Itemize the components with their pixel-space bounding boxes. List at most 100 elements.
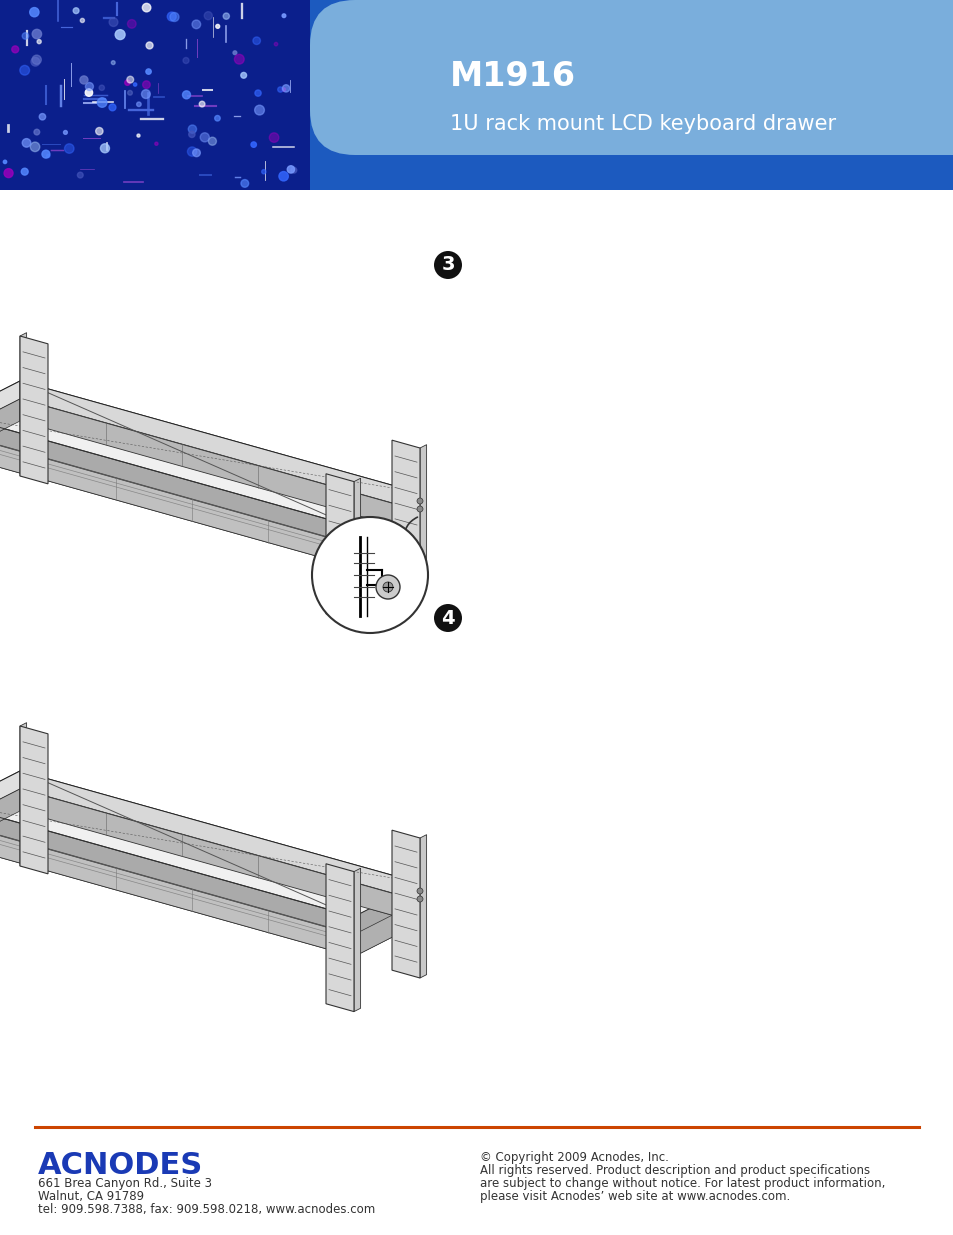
Circle shape — [287, 165, 294, 173]
Polygon shape — [0, 399, 20, 454]
Polygon shape — [354, 868, 360, 1011]
Circle shape — [11, 46, 19, 53]
Polygon shape — [20, 382, 419, 511]
Circle shape — [32, 56, 41, 64]
Circle shape — [416, 506, 422, 513]
Circle shape — [277, 86, 283, 93]
Circle shape — [64, 131, 68, 135]
Circle shape — [112, 61, 115, 64]
Circle shape — [30, 7, 39, 17]
Polygon shape — [0, 771, 20, 823]
Polygon shape — [20, 332, 27, 475]
Polygon shape — [20, 726, 48, 874]
Polygon shape — [0, 789, 20, 845]
Text: All rights reserved. Product description and product specifications: All rights reserved. Product description… — [479, 1165, 869, 1177]
Circle shape — [128, 90, 132, 95]
Text: tel: 909.598.7388, fax: 909.598.0218, www.acnodes.com: tel: 909.598.7388, fax: 909.598.0218, ww… — [38, 1203, 375, 1216]
Circle shape — [21, 168, 29, 175]
Circle shape — [253, 37, 260, 44]
Circle shape — [208, 137, 216, 146]
Text: Walnut, CA 91789: Walnut, CA 91789 — [38, 1191, 144, 1203]
Circle shape — [125, 80, 130, 85]
Polygon shape — [20, 722, 27, 866]
Polygon shape — [392, 440, 419, 588]
Circle shape — [3, 161, 7, 163]
Circle shape — [73, 7, 79, 14]
Circle shape — [199, 101, 205, 107]
Bar — [0, 0, 310, 190]
Circle shape — [128, 20, 136, 28]
Polygon shape — [0, 771, 419, 916]
Circle shape — [37, 40, 41, 43]
Circle shape — [22, 138, 30, 147]
Circle shape — [22, 32, 29, 40]
Circle shape — [416, 888, 422, 894]
Circle shape — [183, 58, 189, 63]
Circle shape — [434, 251, 461, 279]
Polygon shape — [0, 421, 419, 567]
Circle shape — [282, 85, 290, 93]
Polygon shape — [20, 399, 419, 534]
Circle shape — [141, 90, 151, 99]
Text: 661 Brea Canyon Rd., Suite 3: 661 Brea Canyon Rd., Suite 3 — [38, 1177, 212, 1191]
Circle shape — [254, 90, 261, 96]
Circle shape — [143, 80, 150, 89]
Circle shape — [142, 4, 151, 12]
Circle shape — [233, 51, 236, 54]
Circle shape — [187, 147, 196, 157]
Circle shape — [115, 30, 125, 40]
Circle shape — [214, 116, 220, 121]
Text: 1U rack mount LCD keyboard drawer: 1U rack mount LCD keyboard drawer — [450, 114, 835, 133]
Circle shape — [188, 125, 196, 133]
Circle shape — [80, 19, 85, 22]
Circle shape — [254, 105, 264, 115]
Circle shape — [80, 75, 88, 84]
Polygon shape — [419, 835, 426, 978]
Polygon shape — [354, 902, 419, 957]
Polygon shape — [326, 863, 354, 1011]
Circle shape — [97, 98, 107, 107]
Circle shape — [133, 83, 136, 86]
Polygon shape — [0, 811, 419, 957]
Circle shape — [4, 169, 13, 178]
Circle shape — [20, 65, 30, 75]
Circle shape — [146, 42, 152, 49]
Polygon shape — [0, 382, 419, 526]
Polygon shape — [20, 771, 419, 902]
Circle shape — [215, 25, 219, 28]
Circle shape — [136, 103, 141, 106]
Polygon shape — [20, 336, 48, 484]
Text: 3: 3 — [441, 256, 455, 274]
Circle shape — [109, 17, 118, 26]
Circle shape — [34, 130, 40, 135]
Circle shape — [282, 14, 286, 17]
Circle shape — [182, 91, 191, 99]
Circle shape — [99, 85, 104, 90]
Circle shape — [278, 172, 288, 182]
Circle shape — [42, 151, 50, 158]
Polygon shape — [0, 382, 20, 432]
Polygon shape — [0, 823, 354, 957]
Polygon shape — [419, 445, 426, 588]
Circle shape — [416, 498, 422, 504]
Polygon shape — [392, 830, 419, 978]
Circle shape — [32, 30, 42, 38]
Circle shape — [251, 142, 256, 147]
FancyBboxPatch shape — [310, 0, 953, 156]
Circle shape — [86, 83, 93, 90]
Polygon shape — [354, 478, 360, 621]
Circle shape — [312, 517, 428, 634]
Circle shape — [240, 73, 246, 78]
Circle shape — [85, 89, 92, 96]
Circle shape — [109, 104, 116, 111]
Text: © Copyright 2009 Acnodes, Inc.: © Copyright 2009 Acnodes, Inc. — [479, 1151, 668, 1165]
Circle shape — [31, 57, 40, 67]
Circle shape — [167, 12, 176, 21]
Polygon shape — [326, 474, 354, 621]
Circle shape — [416, 897, 422, 902]
Circle shape — [434, 604, 461, 632]
Circle shape — [77, 172, 83, 178]
Text: 4: 4 — [440, 609, 455, 627]
Circle shape — [137, 135, 140, 137]
Circle shape — [200, 132, 209, 142]
